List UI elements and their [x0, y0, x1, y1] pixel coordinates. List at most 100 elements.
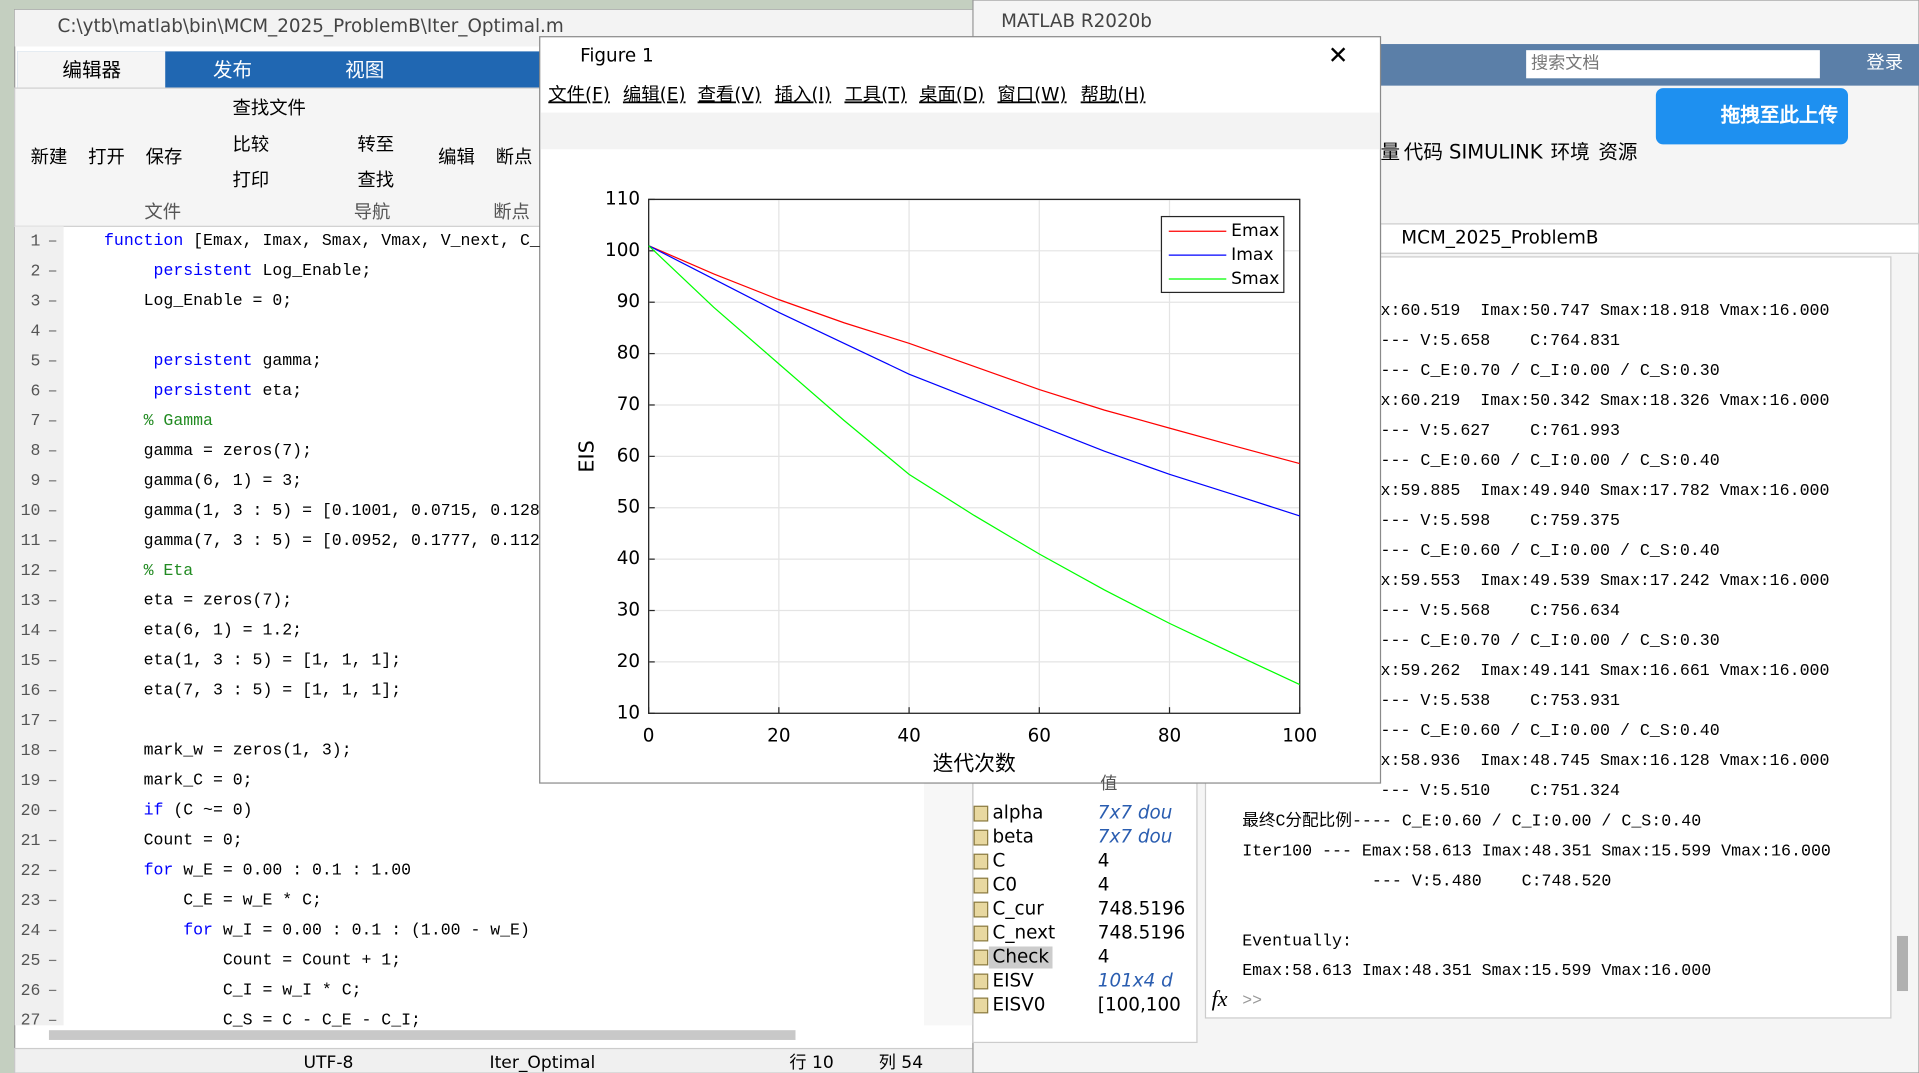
- var-name[interactable]: C_cur: [993, 899, 1045, 920]
- line-number: 17: [21, 711, 41, 730]
- ribbon-button[interactable]: 新建: [31, 147, 68, 168]
- current-folder: MCM_2025_ProblemB: [1401, 228, 1598, 249]
- ribbon-button[interactable]: 查找: [357, 170, 394, 191]
- ws-header: 值: [1100, 774, 1117, 794]
- code-line: persistent eta;: [104, 381, 302, 400]
- upload-button[interactable]: [1655, 88, 1849, 145]
- window-title: Figure 1: [580, 45, 654, 66]
- menu-item[interactable]: 编辑(E): [623, 84, 686, 105]
- code-line: eta(7, 3 : 5) = [1, 1, 1];: [104, 681, 401, 700]
- menu-item[interactable]: 插入(I): [775, 84, 831, 105]
- ribbon-button[interactable]: 编辑: [438, 147, 475, 168]
- code-line: % Gamma: [104, 411, 213, 430]
- var-name[interactable]: alpha: [993, 803, 1044, 824]
- ribbon-group: 文件: [144, 202, 181, 223]
- code-line: C_I = w_I * C;: [104, 981, 361, 1000]
- var-icon: [973, 877, 989, 894]
- ribbon-tab[interactable]: 发布: [213, 58, 252, 81]
- cmd-line: 最终C分配比例---- C_E:0.60 / C_I:0.00 / C_S:0.…: [1242, 810, 1701, 830]
- var-value: 7x7 dou: [1098, 827, 1173, 848]
- toolbar-button[interactable]: 资源: [1598, 140, 1637, 163]
- line-number: 7: [30, 411, 40, 430]
- x-tick-label: 0: [643, 726, 655, 747]
- window-title: MATLAB R2020b: [1001, 11, 1152, 32]
- x-tick-label: 20: [767, 726, 790, 747]
- line-number: 27: [21, 1011, 41, 1030]
- x-tick-label: 80: [1158, 726, 1181, 747]
- cmd-line: --- V:5.538 C:753.931: [1381, 691, 1620, 710]
- var-name[interactable]: C0: [993, 875, 1017, 896]
- var-value: 4: [1098, 947, 1110, 968]
- var-value: [100,100: [1098, 994, 1181, 1015]
- line-number: 3: [30, 291, 40, 310]
- cmd-prompt: >>: [1242, 991, 1262, 1010]
- line-number: 21: [21, 831, 41, 850]
- ribbon-button[interactable]: 打印: [233, 170, 270, 191]
- var-icon: [973, 901, 989, 918]
- menu-item[interactable]: 桌面(D): [919, 84, 984, 105]
- ribbon-button[interactable]: 转至: [357, 135, 394, 156]
- code-line: Count = 0;: [104, 831, 243, 850]
- line-number: 14: [21, 621, 41, 640]
- y-tick-label: 90: [617, 291, 640, 312]
- window-title: C:\ytb\matlab\bin\MCM_2025_ProblemB\Iter…: [58, 16, 564, 37]
- toolbar-button[interactable]: 量: [1381, 140, 1401, 163]
- menu-item[interactable]: 帮助(H): [1081, 84, 1146, 105]
- x-tick-label: 100: [1282, 726, 1317, 747]
- cmd-line: x:59.553 Imax:49.539 Smax:17.242 Vmax:16…: [1381, 571, 1830, 590]
- ribbon-button[interactable]: 比较: [233, 135, 270, 156]
- ribbon-group: 断点: [493, 202, 530, 223]
- cmd-line: --- C_E:0.60 / C_I:0.00 / C_S:0.40: [1381, 721, 1720, 740]
- search-box[interactable]: [1526, 50, 1820, 79]
- code-line: C_S = C - C_E - C_I;: [104, 1011, 421, 1030]
- ribbon-button[interactable]: 断点: [496, 147, 533, 168]
- upload-label[interactable]: 拖拽至此上传: [1721, 104, 1839, 127]
- var-value: 748.5196: [1098, 899, 1186, 920]
- status-text: 列 54: [879, 1053, 923, 1073]
- line-number: 2: [30, 261, 40, 280]
- var-name[interactable]: EISV0: [993, 994, 1046, 1015]
- legend-label: Smax: [1231, 269, 1279, 289]
- close-icon[interactable]: ✕: [1328, 40, 1349, 69]
- toolbar-button[interactable]: 环境: [1551, 140, 1590, 163]
- toolbar-button[interactable]: 代码: [1404, 140, 1443, 163]
- var-name[interactable]: C: [993, 851, 1006, 872]
- ribbon-button[interactable]: 打开: [88, 147, 125, 168]
- selected-tab[interactable]: [17, 51, 166, 89]
- menu-item[interactable]: 窗口(W): [997, 84, 1066, 105]
- y-tick-label: 110: [605, 188, 640, 209]
- cmd-line: Emax:58.613 Imax:48.351 Smax:15.599 Vmax…: [1242, 961, 1711, 980]
- cmd-scrollbar[interactable]: [1896, 935, 1908, 992]
- code-line: for w_I = 0.00 : 0.1 : (1.00 - w_E): [104, 921, 530, 940]
- menu-item[interactable]: 文件(F): [548, 84, 610, 105]
- y-tick-label: 80: [617, 343, 640, 364]
- var-name[interactable]: Check: [993, 947, 1050, 968]
- code-line: gamma = zeros(7);: [104, 441, 312, 460]
- login[interactable]: 登录: [1866, 53, 1903, 74]
- series-line: [648, 245, 1300, 465]
- var-name[interactable]: C_next: [993, 923, 1056, 944]
- hscrollbar[interactable]: [48, 1030, 796, 1040]
- ribbon-button[interactable]: 保存: [146, 147, 183, 168]
- gutter: [14, 226, 64, 1026]
- code-line: % Eta: [104, 561, 193, 580]
- x-tick-label: 40: [897, 726, 920, 747]
- toolbar-button[interactable]: SIMULINK: [1449, 140, 1544, 163]
- ribbon-tab[interactable]: 视图: [345, 58, 384, 81]
- cmd-line: --- C_E:0.60 / C_I:0.00 / C_S:0.40: [1381, 541, 1720, 560]
- menu-item[interactable]: 工具(T): [844, 84, 906, 105]
- series-line: [648, 245, 1300, 517]
- code-line: gamma(7, 3 : 5) = [0.0952, 0.1777, 0.112: [104, 531, 540, 550]
- ribbon-button[interactable]: 查找文件: [233, 98, 306, 119]
- search-placeholder[interactable]: 搜索文档: [1531, 54, 1600, 74]
- cmd-line: --- V:5.480 C:748.520: [1242, 871, 1611, 890]
- ribbon-tab[interactable]: 编辑器: [62, 58, 121, 81]
- var-icon: [973, 949, 989, 966]
- var-name[interactable]: beta: [993, 827, 1034, 848]
- code-line: eta(1, 3 : 5) = [1, 1, 1];: [104, 651, 401, 670]
- menu-item[interactable]: 查看(V): [698, 84, 762, 105]
- var-value: 101x4 d: [1098, 970, 1173, 991]
- x-axis-label: 迭代次数: [933, 752, 1016, 776]
- var-name[interactable]: EISV: [993, 970, 1035, 991]
